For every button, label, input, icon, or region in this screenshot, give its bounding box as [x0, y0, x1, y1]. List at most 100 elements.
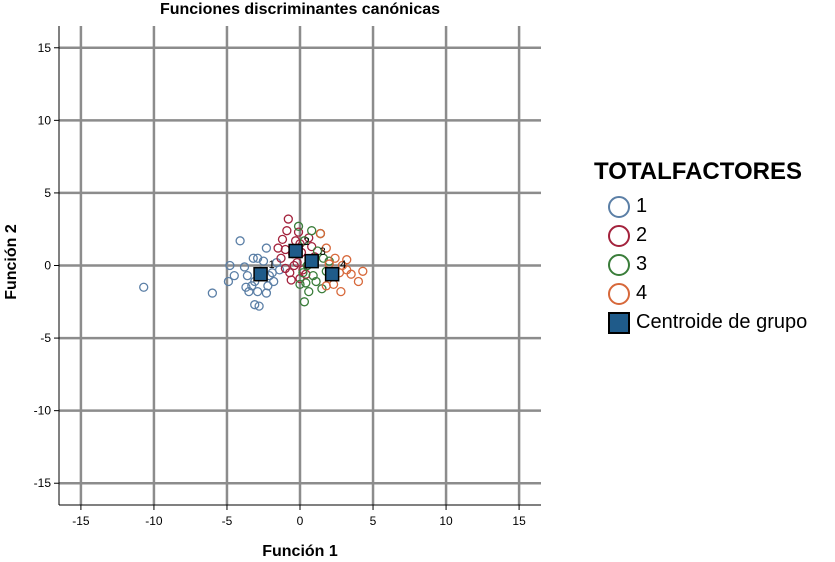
point-group-3	[299, 236, 310, 246]
centroid-marker-3	[304, 253, 319, 269]
point-group-1	[261, 288, 272, 298]
x-axis-label: Función 1	[262, 543, 338, 560]
point-group-1	[235, 236, 245, 246]
point-group-1	[250, 300, 260, 310]
point-group-1	[269, 276, 279, 287]
point-group-3	[307, 226, 317, 236]
legend-entry-1: 1	[594, 192, 807, 221]
point-group-2	[276, 253, 286, 263]
legend-label-centroid: Centroide de grupo	[636, 311, 808, 333]
point-group-1	[242, 271, 253, 281]
point-group-2	[280, 244, 291, 255]
point-group-2	[289, 260, 299, 271]
point-group-1	[274, 265, 285, 275]
point-group-1	[223, 276, 234, 287]
point-group-1	[252, 253, 263, 263]
y-tick-label: 0	[44, 259, 51, 273]
legend-label-4: 4	[636, 282, 648, 304]
point-group-4	[315, 228, 326, 239]
point-group-1	[252, 286, 263, 297]
tick-labels: -15 -10 -5 0 5 10 15 -15 -10 -5 0 5 10 15	[34, 41, 526, 528]
point-group-3	[324, 256, 334, 266]
x-tick-label: -10	[145, 514, 163, 528]
point-group-2	[277, 234, 288, 245]
centroid-marker-1	[253, 266, 268, 282]
centroid-marker-4	[324, 266, 340, 282]
point-group-4	[321, 243, 331, 253]
legend-symbol-1	[608, 195, 630, 218]
point-group-1	[229, 271, 239, 281]
point-group-2	[295, 273, 305, 284]
legend-entry-centroid: Centroide de grupo	[594, 308, 807, 337]
point-group-1	[254, 301, 264, 311]
point-group-1	[263, 281, 273, 291]
point-group-4	[342, 255, 352, 265]
point-group-3	[298, 268, 308, 278]
y-tick-label: -15	[34, 476, 52, 490]
point-group-3	[295, 279, 305, 290]
point-group-3	[299, 297, 310, 307]
y-axis-label: Función 2	[3, 224, 20, 300]
x-tick-label: 15	[512, 514, 526, 528]
point-group-4	[330, 253, 340, 263]
legend-entry-3: 3	[594, 250, 807, 279]
point-group-3	[293, 221, 304, 231]
point-group-4	[358, 266, 368, 276]
point-group-4	[321, 281, 331, 291]
point-group-2	[307, 241, 317, 252]
point-group-2	[293, 227, 304, 237]
point-group-1	[244, 286, 254, 297]
point-group-4	[353, 276, 364, 287]
point-group-1	[261, 243, 272, 253]
point-group-3	[318, 253, 329, 263]
legend-entry-2: 2	[594, 221, 807, 250]
point-group-1	[248, 253, 258, 263]
legend-symbol-2	[608, 224, 630, 247]
x-tick-label: 5	[370, 514, 377, 528]
legend-label-2: 2	[636, 224, 648, 246]
x-tick-label: 0	[297, 514, 304, 528]
point-group-4	[346, 269, 356, 279]
legend-symbol-centroid	[608, 311, 630, 334]
y-tick-label: 10	[38, 113, 52, 127]
legend-label-1: 1	[636, 195, 648, 217]
point-group-1	[239, 262, 250, 272]
legend-entry-4: 4	[594, 279, 807, 308]
legend-title: TOTALFACTORES	[594, 158, 803, 185]
point-group-3	[304, 286, 314, 297]
centroid-label-2: 2	[304, 236, 310, 248]
data-points	[139, 214, 368, 311]
point-group-1	[139, 282, 149, 292]
point-group-3	[311, 276, 321, 287]
y-tick-label: -5	[40, 331, 51, 345]
point-group-2	[286, 275, 296, 285]
point-group-1	[207, 288, 218, 298]
centroid-marker-2	[288, 243, 303, 259]
point-group-1	[225, 260, 235, 271]
legend-label-3: 3	[636, 253, 648, 275]
point-group-3	[301, 278, 311, 288]
centroid-label-3: 3	[320, 246, 326, 258]
centroid-markers: 1 23 4	[253, 236, 346, 282]
y-tick-label: 15	[38, 41, 52, 55]
centroid-label-4: 4	[340, 259, 346, 271]
point-group-3	[308, 271, 318, 281]
x-tick-label: 10	[439, 514, 453, 528]
y-tick-label: 5	[44, 186, 51, 200]
point-group-2	[283, 214, 293, 224]
chart-title: Funciones discriminantes canónicas	[159, 1, 441, 18]
point-group-4	[336, 286, 346, 297]
point-group-4	[337, 260, 348, 271]
legend-symbol-3	[608, 253, 630, 276]
legend: TOTALFACTORES 1 2 3 4 Centroide de grupo	[594, 158, 807, 337]
point-group-2	[273, 243, 283, 253]
y-tick-label: -10	[34, 404, 52, 418]
point-group-2	[292, 257, 302, 268]
centroid-label-1: 1	[269, 259, 275, 271]
point-group-1	[258, 256, 269, 266]
x-tick-label: -5	[222, 514, 233, 528]
point-group-4	[328, 279, 339, 290]
legend-symbol-4	[608, 282, 630, 305]
x-tick-label: -15	[72, 514, 90, 528]
